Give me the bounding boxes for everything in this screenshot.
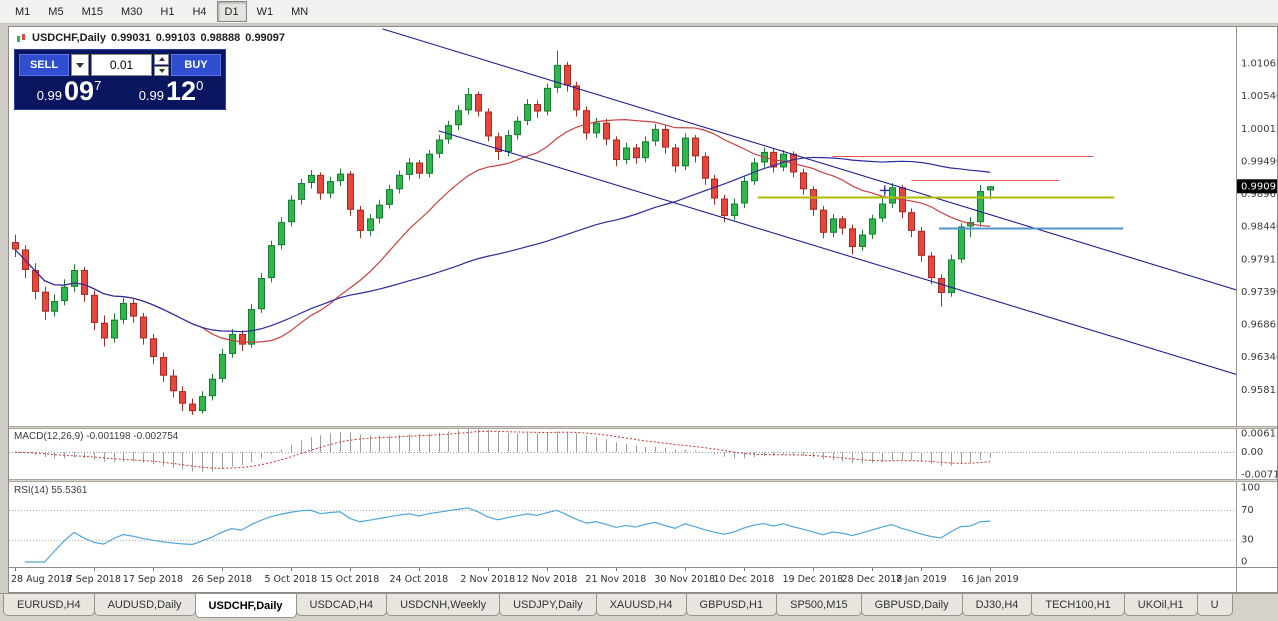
chart-tab-ukoil-h1[interactable]: UKOil,H1 xyxy=(1123,594,1198,616)
volume-dropdown-button[interactable] xyxy=(71,54,89,76)
macd-indicator-label: MACD(12,26,9) -0.001198 -0.002754 xyxy=(14,431,179,442)
chart-tab-tech100-h1[interactable]: TECH100,H1 xyxy=(1031,594,1125,616)
chart-tab-sp500-m15[interactable]: SP500,M15 xyxy=(776,594,862,616)
timeframe-button-H1[interactable]: H1 xyxy=(160,5,175,18)
chart-tab-audusd-daily[interactable]: AUDUSD,Daily xyxy=(93,594,196,616)
sell-price-display: 0.99 09 7 xyxy=(19,76,119,106)
price-chart-canvas[interactable] xyxy=(9,27,1277,592)
chevron-down-icon xyxy=(158,68,165,73)
chevron-down-icon xyxy=(76,62,84,68)
chart-tab-u[interactable]: U xyxy=(1196,594,1233,616)
buy-price-display: 0.99 12 0 xyxy=(121,76,221,106)
one-click-trading-panel: SELL BUY 0.99 09 7 0.99 12 0 xyxy=(14,49,226,110)
ohlc-low: 0.98888 xyxy=(200,32,241,44)
volume-step-down-button[interactable] xyxy=(154,65,169,76)
chart-tab-dj30-h4[interactable]: DJ30,H4 xyxy=(961,594,1033,616)
chart-title: USDCHF,Daily 0.99031 0.99103 0.98888 0.9… xyxy=(16,32,285,44)
sell-price-prefix: 0.99 xyxy=(36,87,63,103)
chart-tab-usdcad-h4[interactable]: USDCAD,H4 xyxy=(295,594,388,616)
volume-input[interactable] xyxy=(91,54,152,76)
buy-price-prefix: 0.99 xyxy=(138,87,165,103)
timeframe-toolbar: M1 M5 M15 M30 H1 H4 D1 W1 MN xyxy=(0,0,1278,24)
buy-price-big: 12 xyxy=(166,76,197,106)
timeframe-button-H4[interactable]: H4 xyxy=(192,5,207,18)
volume-stepper xyxy=(154,54,169,76)
chart-tab-gbpusd-h1[interactable]: GBPUSD,H1 xyxy=(685,594,778,616)
timeframe-button-M15[interactable]: M15 xyxy=(81,5,103,18)
timeframe-button-M5[interactable]: M5 xyxy=(48,5,64,18)
timeframe-button-M1[interactable]: M1 xyxy=(15,5,31,18)
sell-price-big: 09 xyxy=(64,76,95,106)
chart-tab-xauusd-h4[interactable]: XAUUSD,H4 xyxy=(595,594,687,616)
timeframe-button-M30[interactable]: M30 xyxy=(120,5,143,18)
timeframe-button-W1[interactable]: W1 xyxy=(256,5,274,18)
chart-symbol-icon xyxy=(16,33,27,44)
chart-tab-eurusd-h4[interactable]: EURUSD,H4 xyxy=(3,594,95,616)
chart-window: USDCHF,Daily 0.99031 0.99103 0.98888 0.9… xyxy=(8,26,1278,593)
timeframe-button-MN[interactable]: MN xyxy=(291,5,309,18)
ohlc-close: 0.99097 xyxy=(245,32,286,44)
chart-symbol-label: USDCHF,Daily xyxy=(32,32,106,44)
ohlc-high: 0.99103 xyxy=(155,32,196,44)
volume-step-up-button[interactable] xyxy=(154,54,169,65)
chevron-up-icon xyxy=(158,57,165,62)
sell-button[interactable]: SELL xyxy=(19,54,69,76)
chart-tab-usdcnh-weekly[interactable]: USDCNH,Weekly xyxy=(386,594,501,616)
buy-button[interactable]: BUY xyxy=(171,54,221,76)
sell-price-sup: 7 xyxy=(94,78,102,93)
chart-tab-usdchf-daily[interactable]: USDCHF,Daily xyxy=(194,594,297,618)
rsi-indicator-label: RSI(14) 55.5361 xyxy=(14,485,88,496)
timeframe-button-D1[interactable]: D1 xyxy=(216,1,247,22)
buy-price-sup: 0 xyxy=(196,78,204,93)
chart-tabbar: EURUSD,H4 AUDUSD,Daily USDCHF,Daily USDCAD,… xyxy=(0,593,1278,621)
chart-tab-usdjpy-daily[interactable]: USDJPY,Daily xyxy=(499,594,597,616)
chart-tab-gbpusd-daily[interactable]: GBPUSD,Daily xyxy=(860,594,963,616)
ohlc-open: 0.99031 xyxy=(110,32,151,44)
